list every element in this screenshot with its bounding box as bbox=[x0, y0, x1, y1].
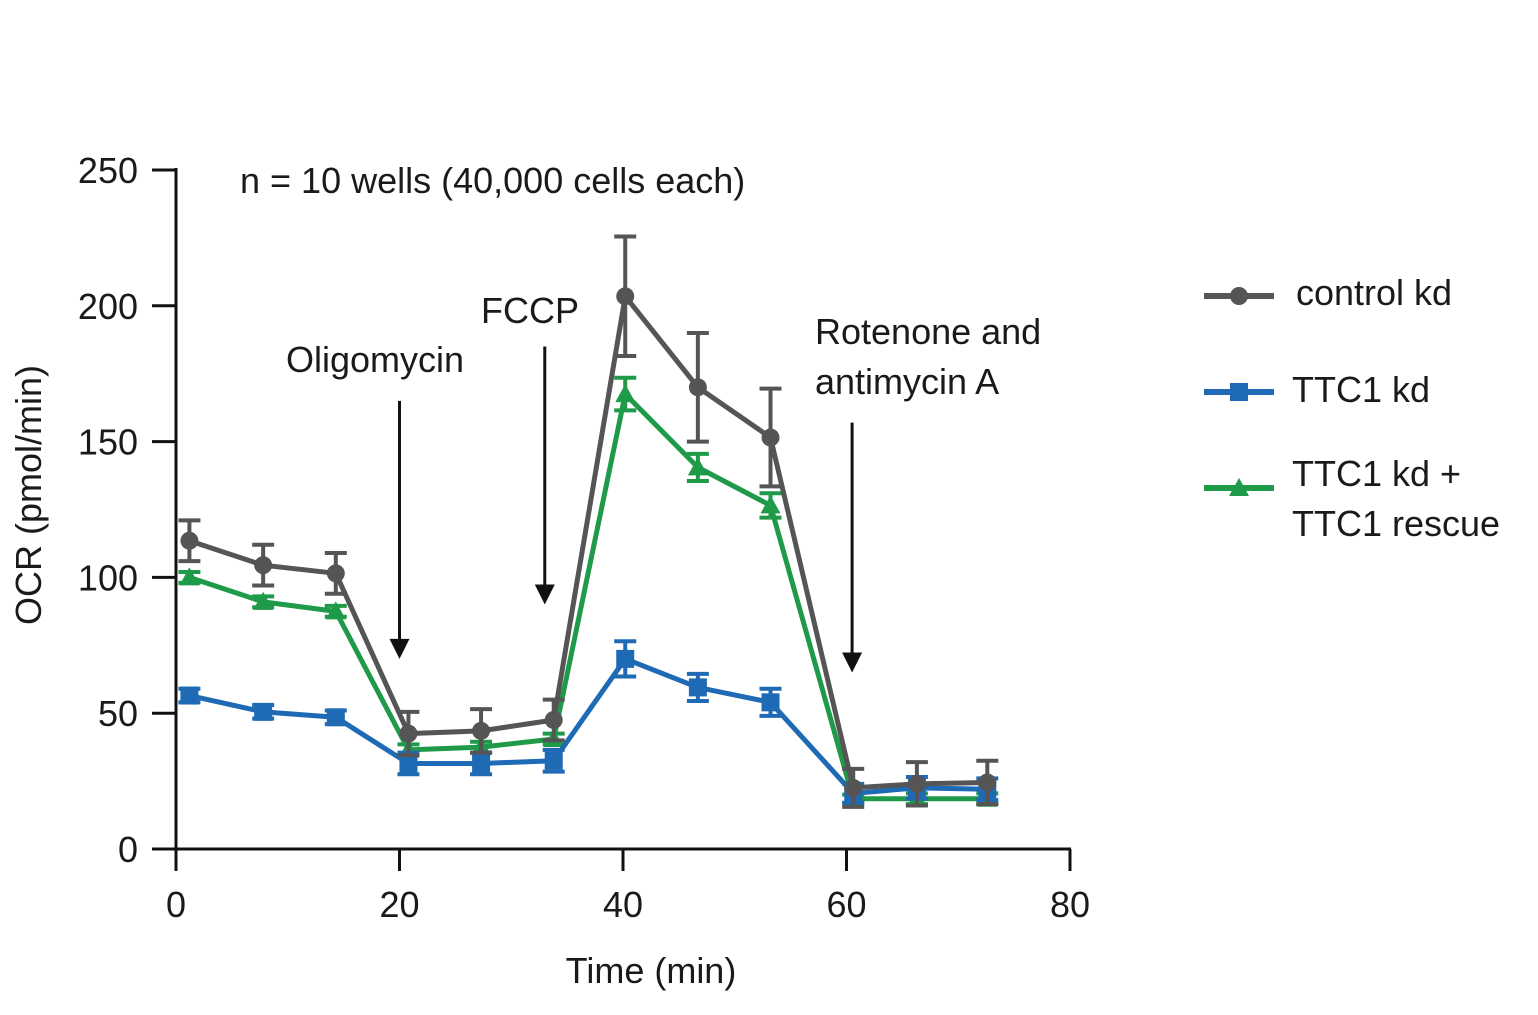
x-tick-label: 60 bbox=[826, 884, 866, 925]
injection-arrowhead bbox=[842, 652, 863, 673]
data-point bbox=[180, 531, 199, 550]
injection-fccp: FCCP bbox=[481, 290, 579, 605]
series-layer bbox=[178, 234, 999, 809]
series-line bbox=[188, 293, 988, 791]
wells-annotation: n = 10 wells (40,000 cells each) bbox=[240, 160, 745, 201]
legend-marker bbox=[1229, 478, 1249, 496]
data-point bbox=[399, 754, 418, 773]
data-point bbox=[761, 428, 780, 447]
data-point bbox=[761, 693, 780, 712]
data-point bbox=[544, 710, 563, 729]
injection-arrowhead bbox=[389, 638, 410, 659]
x-axis-title: Time (min) bbox=[566, 950, 737, 991]
x-tick-label: 40 bbox=[603, 884, 643, 925]
injection-label: FCCP bbox=[481, 290, 579, 331]
data-point bbox=[326, 564, 345, 583]
injection-label: antimycin A bbox=[815, 361, 999, 402]
data-point bbox=[760, 495, 781, 514]
series-line bbox=[188, 391, 988, 802]
series-line bbox=[188, 656, 988, 796]
data-point bbox=[844, 778, 863, 797]
data-point bbox=[254, 702, 273, 721]
series-ttc1-kd-ttc1-rescue bbox=[178, 375, 999, 807]
legend-label: TTC1 kd bbox=[1292, 369, 1430, 410]
y-tick-label: 250 bbox=[78, 150, 138, 191]
legend-item: control kd bbox=[1204, 272, 1452, 313]
series-control-kd bbox=[178, 234, 999, 809]
axes: 0 50 100 150 200 250 0 20 40 60 80 bbox=[78, 150, 1090, 925]
data-point bbox=[544, 751, 563, 770]
data-point bbox=[615, 384, 636, 403]
data-point bbox=[907, 774, 926, 793]
y-tick-label: 50 bbox=[98, 693, 138, 734]
x-tick-label: 20 bbox=[379, 884, 419, 925]
legend-label: control kd bbox=[1296, 272, 1452, 313]
data-point bbox=[254, 556, 273, 575]
series-ttc1-kd bbox=[178, 639, 999, 805]
injection-arrowhead bbox=[534, 584, 555, 605]
data-point bbox=[472, 721, 491, 740]
y-tick-label: 100 bbox=[78, 557, 138, 598]
x-tick-label: 0 bbox=[166, 884, 186, 925]
data-point bbox=[399, 724, 418, 743]
data-point bbox=[180, 686, 199, 705]
injection-label: Oligomycin bbox=[286, 339, 464, 380]
data-point bbox=[325, 601, 346, 620]
data-point bbox=[179, 567, 200, 586]
data-point bbox=[472, 754, 491, 773]
data-point bbox=[616, 649, 635, 668]
data-point bbox=[978, 773, 997, 792]
legend-item: TTC1 kd + TTC1 rescue bbox=[1204, 453, 1500, 544]
y-tick-label: 200 bbox=[78, 286, 138, 327]
legend-marker bbox=[1230, 383, 1248, 401]
legend-marker bbox=[1230, 287, 1248, 305]
data-point bbox=[688, 678, 707, 697]
x-tick-label: 80 bbox=[1050, 884, 1090, 925]
y-tick-label: 0 bbox=[118, 829, 138, 870]
injection-oligomycin: Oligomycin bbox=[286, 339, 464, 659]
y-axis-title: OCR (pmol/min) bbox=[8, 365, 49, 625]
injection-label: Rotenone and bbox=[815, 311, 1041, 352]
legend-label: TTC1 rescue bbox=[1292, 503, 1500, 544]
legend: control kd TTC1 kd TTC1 kd + TTC1 rescue bbox=[1204, 272, 1500, 544]
data-point bbox=[687, 457, 708, 476]
injection-rotenone: Rotenone and antimycin A bbox=[815, 311, 1041, 673]
data-point bbox=[326, 708, 345, 727]
data-point bbox=[616, 287, 635, 306]
legend-item: TTC1 kd bbox=[1204, 369, 1430, 410]
y-tick-label: 150 bbox=[78, 422, 138, 463]
data-point bbox=[253, 591, 274, 610]
injection-annotations: Oligomycin FCCP Rotenone and antimycin A bbox=[286, 290, 1041, 673]
data-point bbox=[688, 378, 707, 397]
legend-label: TTC1 kd + bbox=[1292, 453, 1461, 494]
